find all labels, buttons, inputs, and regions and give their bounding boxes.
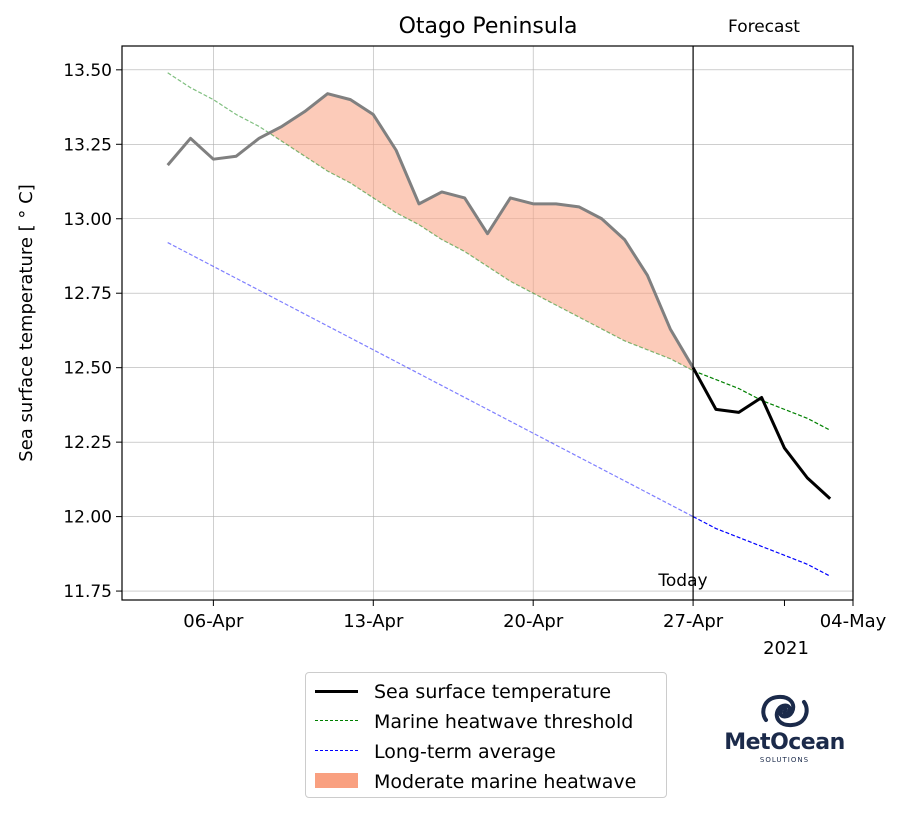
today-label: Today: [657, 571, 707, 591]
axes: [121, 45, 854, 601]
legend-item-average: Long-term average: [306, 736, 666, 766]
legend-item-heatwave: Moderate marine heatwave: [306, 766, 666, 796]
grid: [122, 46, 854, 600]
x-tick-label: 27-Apr: [663, 611, 724, 632]
heatwave-area: [269, 93, 694, 371]
x-tick-label: 06-Apr: [183, 611, 244, 632]
legend-swatch-heatwave: [315, 773, 358, 788]
legend-label-threshold: Marine heatwave threshold: [374, 711, 634, 733]
series-lines: [166, 46, 832, 600]
sst-line-forecast: [691, 366, 832, 500]
y-tick-label: 13.00: [63, 210, 112, 230]
x-tick-label: 20-Apr: [503, 611, 564, 632]
x-year-label: 2021: [763, 638, 809, 659]
x-tick-label: 13-Apr: [343, 611, 404, 632]
forecast-label: Forecast: [728, 17, 800, 37]
legend-item-sst: Sea surface temperature: [306, 676, 666, 706]
legend-label-average: Long-term average: [374, 741, 556, 763]
threshold-line-observed: [167, 72, 694, 372]
legend-item-threshold: Marine heatwave threshold: [306, 706, 666, 736]
legend-label-heatwave: Moderate marine heatwave: [374, 771, 637, 793]
heatwave-fills: [269, 93, 694, 371]
metocean-logo: MetOcean SOLUTIONS: [722, 694, 847, 769]
ticks: 11.75 12.00 12.25 12.50 12.75 13.00 13.25 13.50…: [63, 61, 886, 632]
x-tick-label: 04-May: [820, 611, 887, 632]
metocean-wave-icon: [761, 694, 809, 728]
y-tick-label: 12.25: [63, 433, 112, 453]
logo-sub: SOLUTIONS: [759, 756, 810, 764]
long-term-average-line-observed: [167, 242, 694, 518]
y-tick-label: 12.00: [63, 508, 112, 528]
y-tick-label: 13.50: [63, 61, 112, 81]
y-tick-label: 12.50: [63, 359, 112, 379]
y-tick-label: 11.75: [63, 582, 112, 602]
y-tick-label: 13.25: [63, 135, 112, 155]
y-tick-label: 12.75: [63, 284, 112, 304]
legend-swatch-sst: [315, 690, 358, 693]
legend: Sea surface temperature Marine heatwave …: [305, 672, 667, 798]
plot-frame: [121, 45, 854, 601]
long-term-average-line-forecast: [692, 516, 831, 577]
logo-name: MetOcean: [724, 730, 845, 755]
legend-swatch-threshold: [315, 720, 358, 721]
chart-title: Otago Peninsula: [399, 14, 578, 39]
legend-swatch-average: [315, 750, 358, 751]
y-axis-label: Sea surface temperature [ ° C]: [16, 184, 37, 461]
sst-line-observed: [166, 92, 695, 369]
sea-surface-temperature-chart: 11.75 12.00 12.25 12.50 12.75 13.00 13.25 13.50…: [16, 14, 887, 659]
legend-label-sst: Sea surface temperature: [374, 681, 612, 703]
